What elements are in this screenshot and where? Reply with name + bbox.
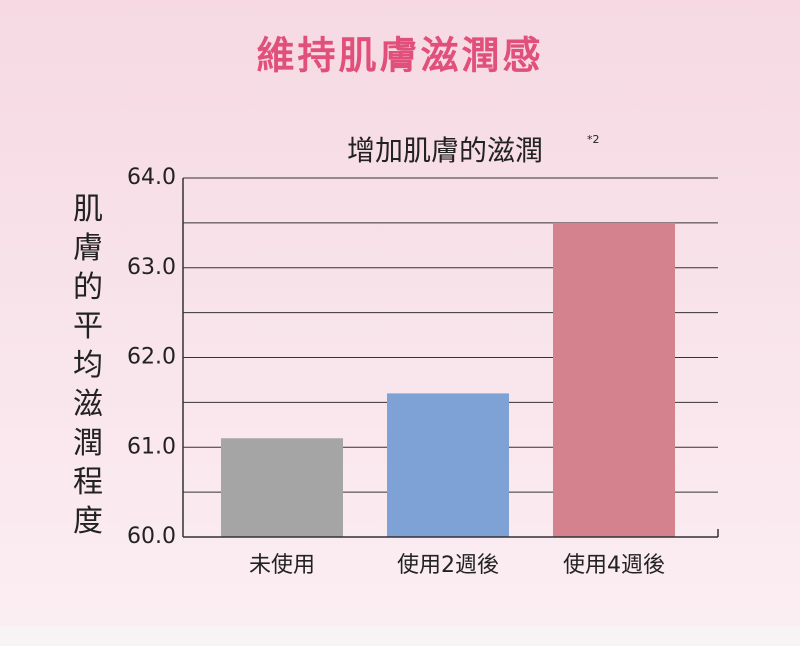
heading: 維持肌膚滋潤感 xyxy=(256,34,543,78)
y-tick-label: 60.0 xyxy=(127,524,176,549)
bar xyxy=(387,393,509,537)
y-tick-label: 63.0 xyxy=(127,255,176,280)
x-tick-label: 使用4週後 xyxy=(563,553,665,578)
bar xyxy=(553,222,675,537)
y-tick-label: 62.0 xyxy=(127,345,176,370)
y-tick-label: 64.0 xyxy=(127,165,176,190)
footer-band xyxy=(0,626,800,646)
chart-title: 增加肌膚的滋潤 xyxy=(347,134,543,167)
x-tick-label: 未使用 xyxy=(249,553,315,578)
bar xyxy=(221,438,343,537)
y-tick-label: 61.0 xyxy=(127,434,176,459)
title-note: *2 xyxy=(587,133,600,146)
x-tick-label: 使用2週後 xyxy=(397,553,499,578)
y-axis-label: 肌膚的平均滋潤程度 xyxy=(73,192,103,539)
